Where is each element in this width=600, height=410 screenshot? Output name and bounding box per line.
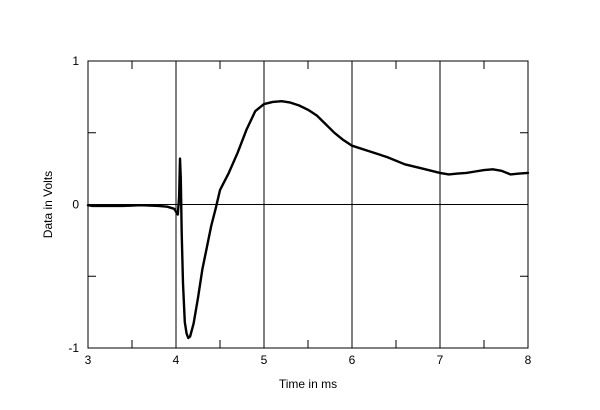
x-tick-label: 6 (349, 353, 356, 367)
y-tick-labels: 1 0 -1 (68, 54, 79, 355)
tick-marks (88, 61, 528, 348)
x-tick-label: 3 (85, 353, 92, 367)
x-tick-label: 8 (525, 353, 532, 367)
y-tick-label: 1 (72, 54, 79, 68)
x-tick-label: 7 (437, 353, 444, 367)
y-tick-label: -1 (68, 341, 79, 355)
x-axis-title: Time in ms (279, 377, 337, 391)
series-line (86, 99, 530, 340)
series-layer (86, 99, 530, 340)
x-tick-label: 5 (261, 353, 268, 367)
x-tick-labels: 3 4 5 6 7 8 (85, 353, 532, 367)
y-tick-label: 0 (72, 198, 79, 212)
grid (88, 61, 528, 348)
x-tick-label: 4 (173, 353, 180, 367)
y-axis-title: Data in Volts (41, 171, 55, 238)
